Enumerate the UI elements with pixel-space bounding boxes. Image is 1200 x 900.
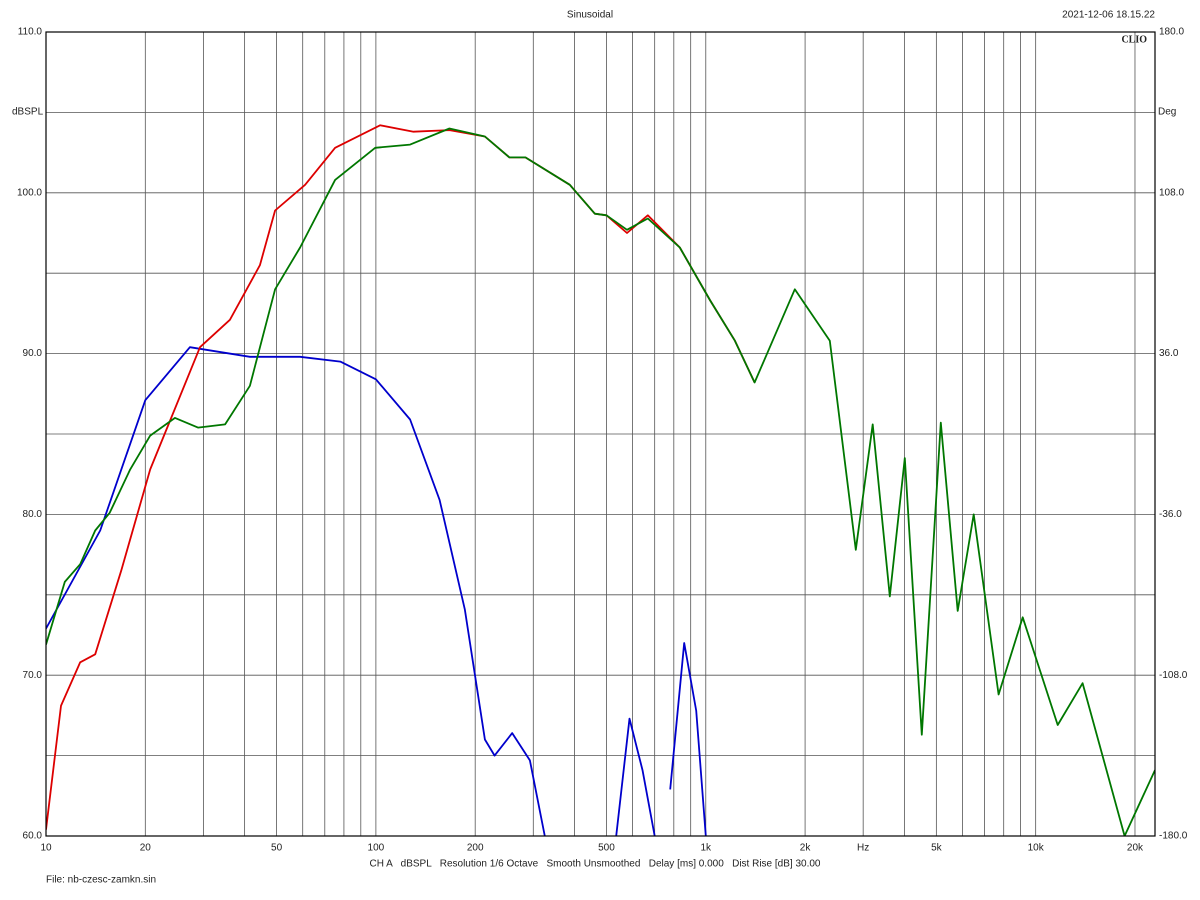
y2-tick-label: 36.0 xyxy=(1159,348,1179,359)
line-series xyxy=(46,346,707,836)
y2-tick-label: 180.0 xyxy=(1159,27,1184,38)
x-tick-label: 20k xyxy=(1127,843,1144,854)
x-tick-label: 1k xyxy=(700,843,712,854)
line-series xyxy=(46,127,1155,836)
y2-tick-label: -108.0 xyxy=(1159,670,1188,681)
y-tick-label: 60.0 xyxy=(23,831,43,842)
footer: CH A dBSPL Resolution 1/6 Octave Smooth … xyxy=(370,859,821,870)
timestamp: 2021-12-06 18.15.22 xyxy=(1062,10,1155,21)
x-tick-label: 10 xyxy=(40,843,52,854)
x-tick-label: 500 xyxy=(598,843,615,854)
x-tick-label: 200 xyxy=(467,843,484,854)
file-name: File: nb-czesc-zamkn.sin xyxy=(46,875,156,886)
chart-title: Sinusoidal xyxy=(567,10,613,21)
x-tick-label: 5k xyxy=(931,843,943,854)
y-tick-label: 70.0 xyxy=(23,670,43,681)
y-tick-label: 90.0 xyxy=(23,348,43,359)
y-tick-label: 100.0 xyxy=(17,187,42,198)
x-tick-label: 10k xyxy=(1028,843,1045,854)
x-tick-label: 20 xyxy=(140,843,152,854)
x-tick-label: 50 xyxy=(271,843,283,854)
y2-axis-label: Deg xyxy=(1158,107,1176,118)
y2-tick-label: -36.0 xyxy=(1159,509,1182,520)
plot-frame xyxy=(45,31,1156,837)
x-tick-label: 2k xyxy=(800,843,812,854)
y-tick-label: 80.0 xyxy=(23,509,43,520)
y2-tick-label: -180.0 xyxy=(1159,831,1188,842)
y-axis-label: dBSPL xyxy=(12,107,44,118)
x-tick-label: Hz xyxy=(857,843,869,854)
brand: CLIO xyxy=(1121,34,1147,45)
y-tick-label: 110.0 xyxy=(18,27,43,38)
y2-tick-label: 108.0 xyxy=(1159,187,1184,198)
x-tick-label: 100 xyxy=(368,843,385,854)
line-series xyxy=(46,124,756,830)
